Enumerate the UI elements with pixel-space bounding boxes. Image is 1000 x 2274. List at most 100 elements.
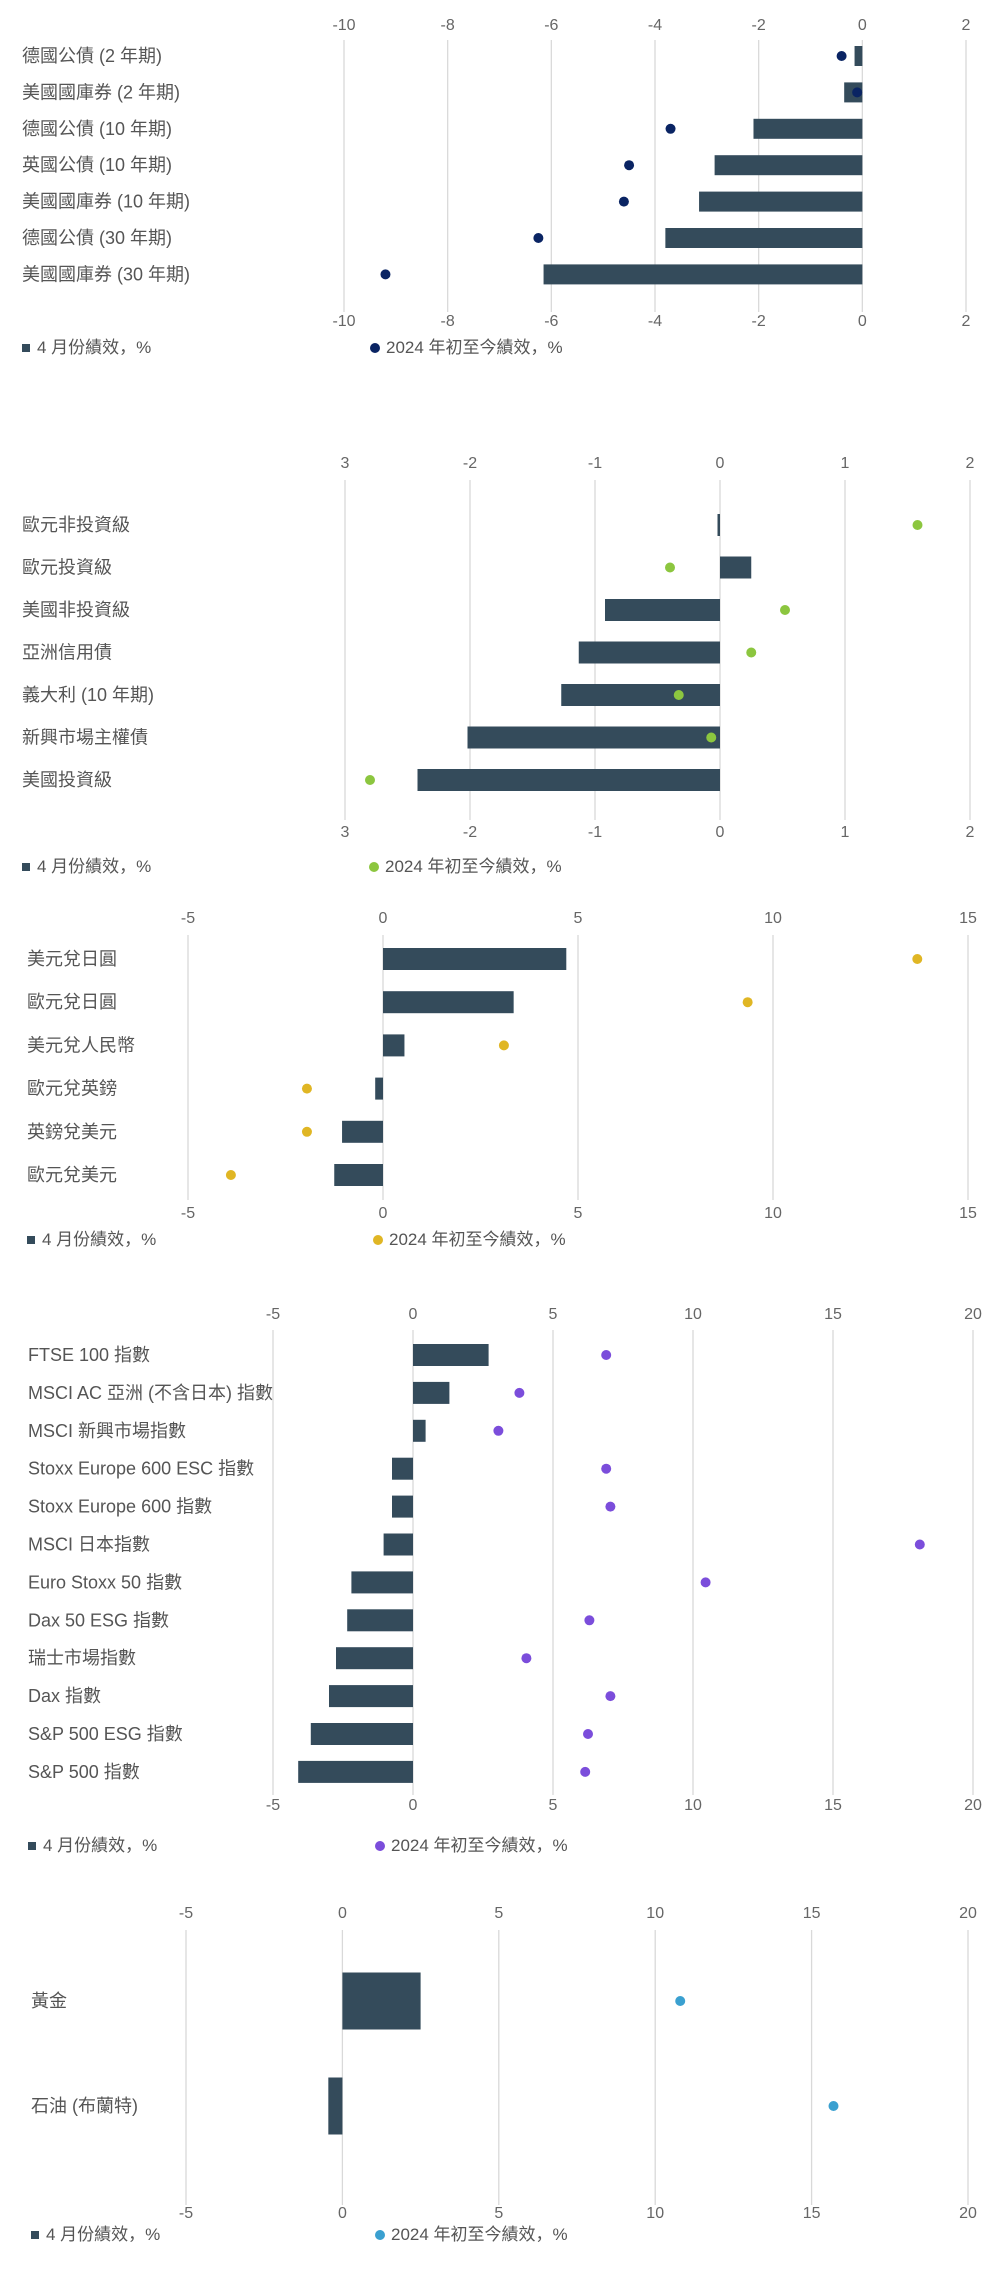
category-label: 美元兌日圓 (27, 949, 117, 969)
category-label: Dax 50 ESG 指數 (28, 1610, 169, 1630)
x-tick-label-top: 5 (494, 1905, 503, 1922)
dot-ytd-performance (665, 562, 675, 573)
category-label: 歐元投資級 (22, 558, 112, 578)
x-tick-label-top: -8 (441, 17, 455, 34)
bar-april-performance (605, 599, 720, 621)
dot-ytd-performance (498, 1040, 509, 1051)
category-label: Stoxx Europe 600 指數 (28, 1497, 212, 1517)
dot-ytd-performance (706, 732, 717, 743)
x-tick-label-top: 3 (341, 455, 350, 472)
x-tick-label-bottom: 15 (824, 1797, 842, 1814)
chart-panel-4: -5 -5 0 0 5 5 10 10 15 15 20 20 FTSE 100 指數 MSCI AC 亞… (28, 1306, 982, 1855)
bar-april-performance (342, 1120, 383, 1143)
x-tick-label-top: -5 (181, 910, 195, 927)
x-tick-label-top: 15 (803, 1905, 821, 1922)
x-tick-label-top: 10 (646, 1905, 664, 1922)
bar-april-performance (383, 948, 567, 970)
dot-ytd-performance (780, 605, 790, 615)
legend-dot-label: 2024 年初至今績效，% (391, 2225, 568, 2244)
x-tick-label-bottom: 5 (494, 2205, 503, 2222)
x-tick-label-top: 15 (959, 910, 977, 927)
dot-ytd-performance (521, 1653, 532, 1664)
x-tick-label-top: 0 (716, 455, 725, 472)
legend-bar-swatch (28, 1842, 36, 1850)
category-label: 美國國庫券 (30 年期) (22, 264, 190, 284)
x-tick-label-top: 0 (858, 17, 867, 34)
x-tick-label-top: -6 (544, 17, 558, 34)
x-tick-label-top: 5 (549, 1306, 558, 1323)
dot-ytd-performance (301, 1083, 312, 1094)
x-tick-label-top: 20 (959, 1905, 977, 1922)
category-label: 美國國庫券 (2 年期) (22, 82, 180, 102)
legend-bar-swatch (22, 344, 30, 352)
category-label: 美元兌人民幣 (27, 1035, 135, 1055)
legend-bar-label: 4 月份績效，% (42, 1230, 156, 1249)
bar-april-performance (383, 1034, 405, 1057)
dot-ytd-performance (912, 520, 923, 530)
category-label: S&P 500 ESG 指數 (28, 1724, 183, 1744)
legend-bar-swatch (31, 2231, 39, 2239)
dot-ytd-performance (365, 775, 375, 785)
bar-april-performance (854, 46, 863, 66)
x-tick-label-top: -5 (266, 1306, 280, 1323)
dot-ytd-performance (605, 1691, 616, 1702)
x-tick-label-top: -2 (463, 455, 477, 472)
x-tick-label-bottom: -5 (181, 1205, 195, 1222)
category-label: Dax 指數 (28, 1686, 101, 1706)
category-label: 新興市場主權債 (22, 728, 148, 748)
legend-bar-label: 4 月份績效，% (37, 338, 151, 357)
x-tick-label-top: -10 (332, 17, 355, 34)
x-tick-label-bottom: -1 (588, 824, 602, 841)
x-tick-label-top: -4 (648, 17, 662, 34)
x-tick-label-bottom: -4 (648, 313, 662, 330)
bar-april-performance (336, 1647, 413, 1670)
category-label: 英國公債 (10 年期) (22, 155, 172, 175)
category-label: 德國公債 (2 年期) (22, 46, 162, 66)
legend-bar-swatch (27, 1236, 35, 1244)
x-tick-label-bottom: 10 (764, 1205, 782, 1222)
x-tick-label-top: -5 (179, 1905, 193, 1922)
dot-ytd-performance (852, 87, 863, 98)
bar-april-performance (413, 1381, 450, 1404)
x-tick-label-bottom: 10 (646, 2205, 664, 2222)
category-label: Stoxx Europe 600 ESC 指數 (28, 1459, 254, 1479)
bar-april-performance (392, 1457, 413, 1480)
x-tick-label-bottom: 15 (803, 2205, 821, 2222)
x-tick-label-bottom: -6 (544, 313, 558, 330)
x-tick-label-bottom: -10 (332, 313, 355, 330)
bar-april-performance (392, 1495, 413, 1518)
x-tick-label-bottom: 20 (959, 2205, 977, 2222)
dot-ytd-performance (605, 1501, 616, 1512)
legend-bar-label: 4 月份績效，% (46, 2225, 160, 2244)
chart-panel-2: 3 3 -2 -2 -1 -1 0 0 1 1 2 2 歐元非投資級歐元投資級美國非投資級亞洲信用債義大… (22, 455, 975, 876)
legend-dot-label: 2024 年初至今績效，% (391, 1836, 568, 1855)
category-label: 美國國庫券 (10 年期) (22, 192, 190, 212)
x-tick-label-bottom: 2 (966, 824, 975, 841)
dot-ytd-performance (301, 1126, 312, 1137)
x-tick-label-bottom: 0 (409, 1797, 418, 1814)
category-label: 德國公債 (30 年期) (22, 228, 172, 248)
bar-april-performance (351, 1571, 413, 1594)
x-tick-label-bottom: -5 (179, 2205, 193, 2222)
x-tick-label-top: -2 (752, 17, 766, 34)
category-label: 美國投資級 (22, 770, 112, 790)
dot-ytd-performance (828, 2101, 839, 2111)
category-label: MSCI 日本指數 (28, 1535, 150, 1555)
category-label: MSCI 新興市場指數 (28, 1421, 186, 1441)
dot-ytd-performance (742, 997, 753, 1008)
dot-ytd-performance (618, 196, 629, 207)
dot-ytd-performance (700, 1577, 711, 1588)
category-label: 歐元兌美元 (27, 1165, 117, 1185)
dot-ytd-performance (601, 1350, 612, 1360)
dot-ytd-performance (624, 160, 635, 171)
legend-dot-label: 2024 年初至今績效，% (386, 338, 563, 357)
bar-april-performance (375, 1077, 383, 1100)
x-tick-label-top: 2 (966, 455, 975, 472)
bar-april-performance (383, 1533, 413, 1556)
x-tick-label-bottom: 5 (549, 1797, 558, 1814)
category-label: MSCI AC 亞洲 (不含日本) 指數 (28, 1383, 273, 1403)
dot-ytd-performance (580, 1766, 591, 1777)
chart-panel-3: -5 -5 0 0 5 5 10 10 15 15 美元兌日圓歐元兌日圓美元兌人民幣歐元兌英鎊英鎊兌… (27, 910, 977, 1249)
category-label: 美國非投資級 (22, 600, 130, 620)
